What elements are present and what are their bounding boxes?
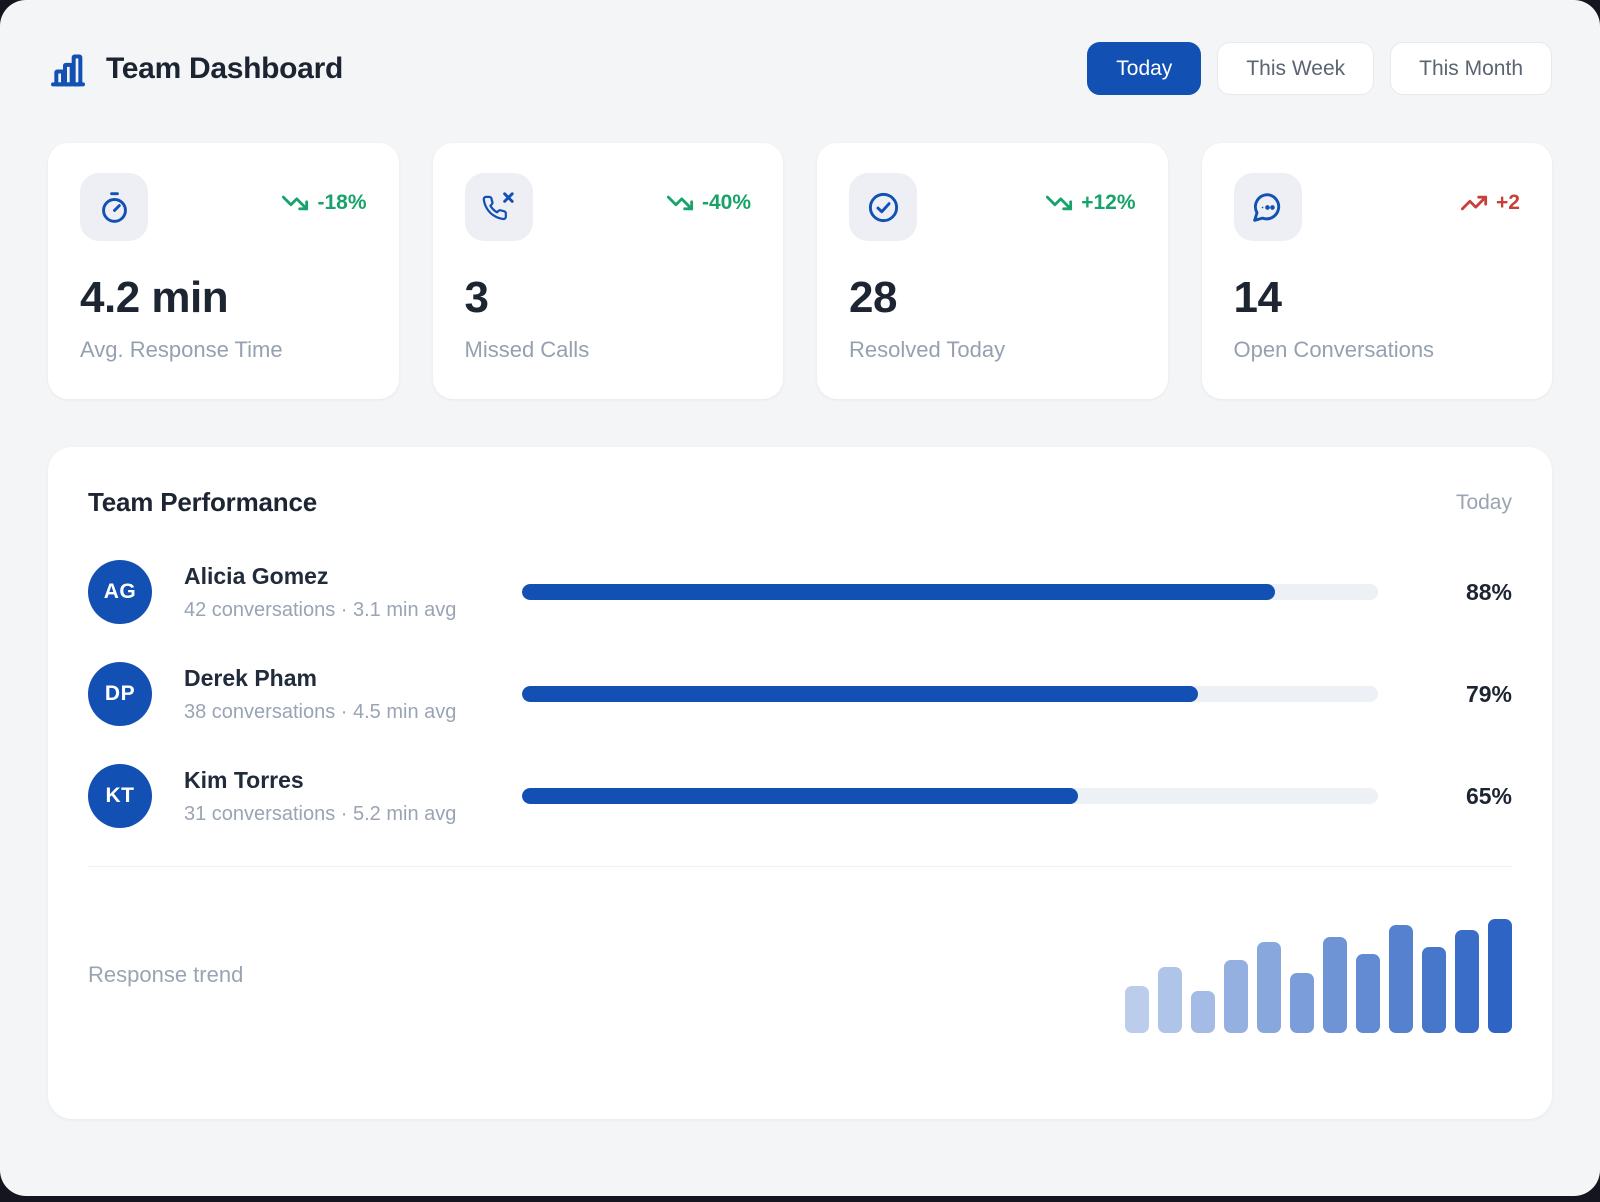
- tab-this-month[interactable]: This Month: [1390, 42, 1552, 95]
- bar-chart-icon: [48, 49, 88, 89]
- trending-down-icon: [282, 195, 309, 211]
- stat-value: 3: [464, 273, 489, 322]
- response-trend-label: Response trend: [88, 962, 244, 987]
- member-percent: 88%: [1465, 578, 1512, 605]
- stat-card-missed-calls: -40% 3 Missed Calls: [432, 143, 783, 399]
- stat-card-resolved-today: +12% 28 Resolved Today: [817, 143, 1168, 399]
- member-percent: 79%: [1465, 680, 1512, 707]
- avatar: KT: [88, 764, 152, 828]
- member-percent: 65%: [1465, 782, 1512, 809]
- tab-today[interactable]: Today: [1087, 42, 1202, 95]
- progress-fill: [522, 584, 1276, 600]
- trending-down-icon: [1046, 195, 1073, 211]
- phone-missed-icon: [464, 173, 533, 241]
- stat-label: Avg. Response Time: [80, 337, 283, 362]
- trend-bar: [1290, 973, 1314, 1033]
- progress-fill: [522, 686, 1199, 702]
- stat-value: 14: [1233, 273, 1282, 322]
- trending-up-icon: [1460, 195, 1488, 211]
- delta-badge: -40%: [666, 189, 751, 217]
- trending-down-icon: [666, 195, 694, 211]
- check-circle-icon: [849, 173, 917, 241]
- trend-bar: [1389, 925, 1413, 1033]
- delta-badge: -18%: [281, 189, 367, 217]
- stat-value: 28: [849, 273, 897, 322]
- stat-card-avg-response-time: -18% 4.2 min Avg. Response Time: [48, 143, 399, 399]
- trend-bar: [1323, 937, 1347, 1033]
- stat-label: Missed Calls: [464, 337, 590, 362]
- progress-bar: [522, 686, 1378, 702]
- trend-bar: [1422, 947, 1446, 1033]
- stat-value: 4.2 min: [80, 273, 229, 322]
- trend-bar: [1488, 919, 1512, 1033]
- member-row-kim-torres[interactable]: KT Kim Torres 31 conversations · 5.2 min…: [88, 764, 1512, 828]
- response-trend-chart: [1125, 917, 1512, 1033]
- progress-bar: [522, 788, 1378, 804]
- member-name: Alicia Gomez: [184, 562, 329, 589]
- trend-bar: [1158, 967, 1182, 1033]
- page-title: Team Dashboard: [106, 51, 343, 85]
- trend-bar: [1257, 942, 1281, 1033]
- member-name: Kim Torres: [184, 766, 304, 793]
- member-list: AG Alicia Gomez 42 conversations · 3.1 m…: [88, 560, 1512, 828]
- header: Team Dashboard Today This Week This Mont…: [0, 0, 1600, 135]
- stat-card-open-conversations: +2 14 Open Conversations: [1201, 143, 1552, 399]
- trend-bar: [1191, 991, 1215, 1033]
- trend-bar: [1455, 930, 1479, 1033]
- member-row-alicia-gomez[interactable]: AG Alicia Gomez 42 conversations · 3.1 m…: [88, 560, 1512, 624]
- progress-fill: [522, 788, 1079, 804]
- team-performance-card: Team Performance Today AG Alicia Gomez 4…: [48, 447, 1552, 1119]
- delta-badge: +2: [1460, 189, 1520, 217]
- tab-this-week[interactable]: This Week: [1217, 42, 1375, 95]
- avatar: AG: [88, 560, 152, 624]
- trend-bar: [1125, 986, 1149, 1033]
- title-group: Team Dashboard: [48, 49, 343, 89]
- member-meta: 38 conversations · 4.5 min avg: [184, 700, 457, 723]
- member-meta: 31 conversations · 5.2 min avg: [184, 802, 457, 825]
- timer-icon: [80, 173, 148, 241]
- progress-bar: [522, 584, 1378, 600]
- team-performance-title: Team Performance: [88, 487, 317, 517]
- period-tabs: Today This Week This Month: [1087, 42, 1552, 95]
- divider: [88, 866, 1512, 867]
- chat-bubble-icon: [1233, 173, 1302, 241]
- stat-label: Resolved Today: [849, 337, 1006, 362]
- member-meta: 42 conversations · 3.1 min avg: [184, 598, 457, 621]
- delta-badge: +12%: [1045, 189, 1136, 217]
- avatar: DP: [88, 662, 152, 726]
- member-row-derek-pham[interactable]: DP Derek Pham 38 conversations · 4.5 min…: [88, 662, 1512, 726]
- member-name: Derek Pham: [184, 664, 317, 691]
- stat-cards: -18% 4.2 min Avg. Response Time: [48, 143, 1552, 399]
- period-label: Today: [1455, 490, 1512, 514]
- trend-bar: [1224, 960, 1248, 1033]
- stat-label: Open Conversations: [1233, 337, 1435, 362]
- trend-bar: [1356, 954, 1380, 1033]
